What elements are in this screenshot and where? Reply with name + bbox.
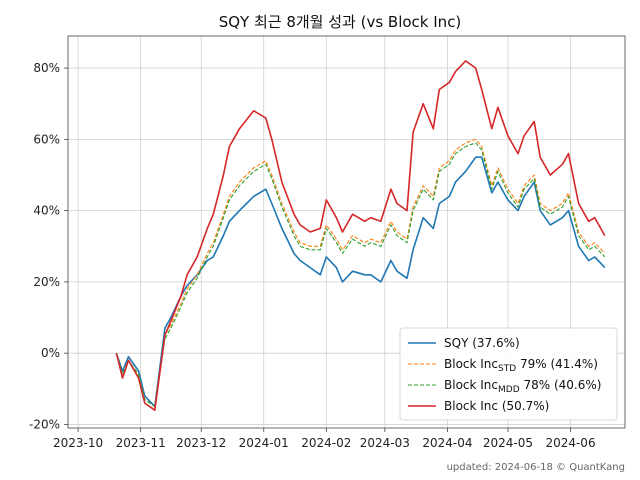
series-line-1 [115, 138, 606, 408]
series-layer [115, 60, 606, 412]
chart-footer: updated: 2024-06-18 © QuantKang [447, 462, 625, 473]
x-axis: 2023-10 2023-11 2023-12 2024-01 2024-02 2024-… [53, 428, 596, 450]
x-tick-label: 2024-05 [483, 436, 533, 450]
plot-frame [67, 35, 626, 429]
y-tick-label: 0% [41, 346, 60, 360]
legend-entry: SQY (37.6%) [444, 336, 520, 350]
grid [68, 36, 625, 428]
chart-title: SQY 최근 8개월 성과 (vs Block Inc) [219, 13, 462, 31]
y-tick-label: 40% [33, 204, 60, 218]
x-tick-label: 2024-06 [545, 436, 595, 450]
y-tick-label: 60% [33, 132, 60, 146]
y-tick-label: 80% [33, 61, 60, 75]
x-tick-label: 2023-11 [116, 436, 166, 450]
series-line-3 [115, 60, 606, 412]
x-tick-label: 2024-04 [422, 436, 472, 450]
legend-entry: Block IncSTD 79% (41.4%) [444, 357, 598, 374]
legend: SQY (37.6%) Block IncSTD 79% (41.4%) Block… [399, 327, 618, 421]
y-axis: -20% 0% 20% 40% 60% 80% [29, 61, 68, 431]
x-tick-label: 2024-03 [360, 436, 410, 450]
x-tick-label: 2023-12 [176, 436, 226, 450]
series-line-2 [115, 142, 606, 408]
y-tick-label: -20% [29, 417, 60, 431]
series-line-0 [115, 156, 606, 408]
legend-entry: Block IncMDD 78% (40.6%) [444, 378, 601, 395]
x-tick-label: 2024-02 [301, 436, 351, 450]
y-tick-label: 20% [33, 275, 60, 289]
x-tick-label: 2024-01 [239, 436, 289, 450]
x-tick-label: 2023-10 [53, 436, 103, 450]
legend-entry: Block Inc (50.7%) [444, 399, 549, 413]
legend-box [399, 327, 618, 421]
